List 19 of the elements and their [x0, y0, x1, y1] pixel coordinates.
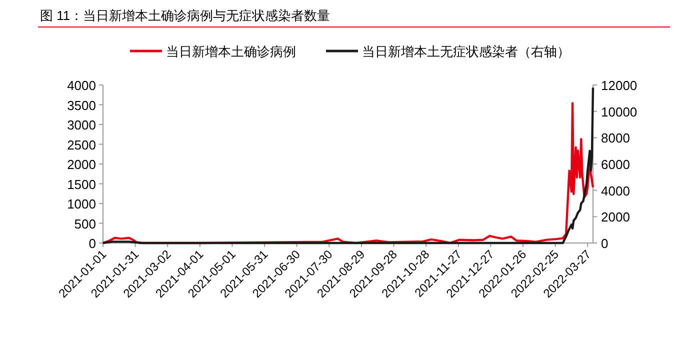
- y2-tick-label: 8000: [601, 130, 630, 146]
- y2-tick-label: 12000: [601, 78, 638, 93]
- y2-tick-label: 4000: [601, 183, 630, 198]
- y-tick-label: 2000: [67, 157, 96, 172]
- y2-tick-label: 0: [601, 236, 608, 251]
- legend-label: 当日新增本土无症状感染者（右轴）: [362, 44, 570, 59]
- y-tick-label: 3500: [67, 98, 96, 113]
- y-tick-label: 1000: [67, 196, 96, 212]
- y-tick-label: 0: [88, 236, 96, 251]
- y2-tick-label: 6000: [601, 157, 630, 172]
- y-tick-label: 4000: [67, 78, 96, 93]
- y-tick-label: 2500: [67, 137, 96, 152]
- y2-tick-label: 10000: [601, 104, 638, 120]
- y2-tick-label: 2000: [601, 210, 630, 225]
- y-tick-label: 3000: [67, 118, 96, 132]
- y-tick-label: 500: [74, 216, 96, 232]
- chart-title: 图 11：当日新增本土确诊病例与无症状感染者数量: [40, 8, 330, 23]
- y-tick-label: 1500: [67, 176, 96, 192]
- legend-label: 当日新增本土确诊病例: [166, 44, 296, 59]
